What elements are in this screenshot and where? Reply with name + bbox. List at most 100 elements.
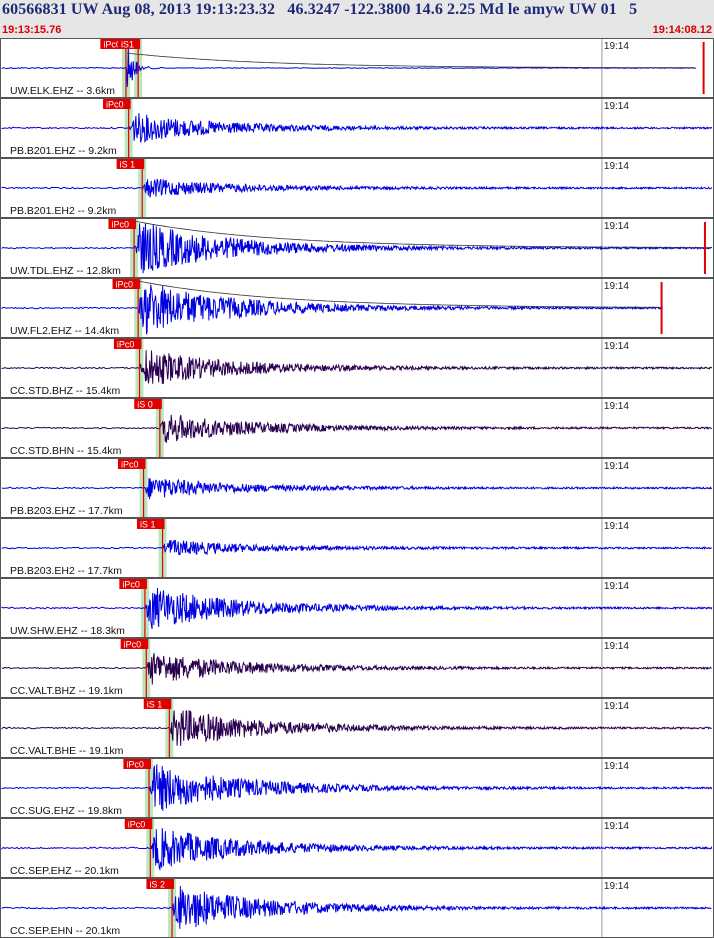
minute-tick-label: 19:14 <box>604 761 629 772</box>
waveform <box>1 653 712 685</box>
station-label: PB.B201.EHZ -- 9.2km <box>10 145 117 157</box>
event-header: 60566831 UW Aug 08, 2013 19:13:23.32 46.… <box>0 0 714 39</box>
pick-label-box <box>120 639 149 649</box>
station-label: CC.SEP.EHN -- 20.1km <box>10 925 120 937</box>
trace-panel: 19:14 iS 0 CC.STD.BHN -- 15.4km <box>0 398 714 458</box>
pick-label-box <box>108 219 137 229</box>
trace-panel: 19:14 iS 2 CC.SEP.EHN -- 20.1km <box>0 878 714 938</box>
pick-label-box <box>100 39 128 49</box>
trace-panel: 19:14 iPc0 CC.SEP.EHZ -- 20.1km <box>0 818 714 878</box>
station-label: CC.SUG.EHZ -- 19.8km <box>10 805 122 817</box>
pick-label: iS 2 <box>149 880 165 890</box>
event-title: 60566831 UW Aug 08, 2013 19:13:23.32 46.… <box>2 1 638 18</box>
waveform <box>1 350 713 385</box>
minute-tick-label: 19:14 <box>604 881 629 892</box>
trace-panel: 19:14 iPc0 PB.B201.EHZ -- 9.2km <box>0 98 714 158</box>
station-label: UW.FL2.EHZ -- 14.4km <box>10 325 119 337</box>
waveform <box>1 478 712 500</box>
waveform <box>1 709 712 746</box>
pick-label: iS 1 <box>147 700 163 710</box>
station-label: CC.SEP.EHZ -- 20.1km <box>10 865 119 877</box>
station-label: CC.STD.BHZ -- 15.4km <box>10 385 121 397</box>
station-label: PB.B203.EH2 -- 17.7km <box>10 565 122 577</box>
minute-tick-label: 19:14 <box>604 341 629 352</box>
pick-label-box <box>119 579 147 589</box>
waveform <box>1 885 712 929</box>
pick-label: iS 1 <box>120 160 136 170</box>
pick-label: iS1 <box>121 40 134 50</box>
pick-label-box <box>103 99 131 109</box>
pick-label-box <box>134 399 162 409</box>
pick-label-box <box>117 459 146 469</box>
trace-panel: 19:14 iPc0 PB.B203.EHZ -- 17.7km <box>0 458 714 518</box>
coda-decay-curve <box>138 280 661 308</box>
station-label: CC.VALT.BHZ -- 19.1km <box>10 685 123 697</box>
trace-panel: 19:14 iPc0 UW.TDL.EHZ -- 12.8km <box>0 218 714 278</box>
waveform <box>1 284 663 335</box>
minute-tick-label: 19:14 <box>604 581 629 592</box>
minute-tick-label: 19:14 <box>604 101 629 112</box>
waveform <box>1 587 713 630</box>
window-start-time: 19:13:15.76 <box>2 24 62 36</box>
pick-label-box <box>123 759 151 769</box>
trace-panel: 19:14 iS 1 PB.B201.EH2 -- 9.2km <box>0 158 714 218</box>
pick-label: iPc0 <box>121 460 139 470</box>
coda-decay-curve <box>134 220 711 248</box>
pick-label: iPc0 <box>117 340 135 350</box>
trace-panel: 19:14 iS 1 CC.VALT.BHE -- 19.1km <box>0 698 714 758</box>
trace-panel: 19:14 iPc0 CC.SUG.EHZ -- 19.8km <box>0 758 714 818</box>
trace-panel: 19:14 iPc0 UW.FL2.EHZ -- 14.4km <box>0 278 714 338</box>
minute-tick-label: 19:14 <box>604 461 629 472</box>
pick-label-box <box>146 879 175 889</box>
pick-label-box <box>113 339 142 349</box>
waveform <box>1 113 712 143</box>
waveform <box>1 223 712 274</box>
minute-tick-label: 19:14 <box>604 521 629 532</box>
pick-label-box <box>112 279 141 289</box>
minute-tick-label: 19:14 <box>604 821 629 832</box>
station-label: PB.B203.EHZ -- 17.7km <box>10 505 123 517</box>
pick-label-box <box>136 519 165 529</box>
waveform <box>1 48 696 87</box>
station-label: UW.ELK.EHZ -- 3.6km <box>10 85 115 97</box>
trace-panel: 19:14 iS 1 PB.B203.EH2 -- 17.7km <box>0 518 714 578</box>
pick-label-box <box>117 39 141 49</box>
waveform <box>1 539 712 556</box>
waveform <box>1 414 712 443</box>
minute-tick-label: 19:14 <box>604 701 629 712</box>
pick-label: iPc0 <box>124 640 142 650</box>
coda-decay-curve <box>127 52 695 69</box>
trace-panel: 19:14 iPc0 CC.STD.BHZ -- 15.4km <box>0 338 714 398</box>
pick-label: iPc0 <box>126 760 144 770</box>
waveform <box>1 178 713 198</box>
pick-label: iPc0 <box>106 100 124 110</box>
minute-tick-label: 19:14 <box>604 281 629 292</box>
minute-tick-label: 19:14 <box>604 641 629 652</box>
waveform <box>1 827 713 871</box>
station-label: CC.STD.BHN -- 15.4km <box>10 445 122 457</box>
minute-tick-label: 19:14 <box>604 161 629 172</box>
minute-tick-label: 19:14 <box>604 41 629 52</box>
pick-label-box <box>116 159 145 169</box>
pick-label: iPc0 <box>128 820 146 830</box>
pick-label-box <box>124 819 153 829</box>
pick-label: iS 1 <box>140 520 156 530</box>
station-label: UW.TDL.EHZ -- 12.8km <box>10 265 121 277</box>
window-end-time: 19:14:08.12 <box>652 24 712 36</box>
pick-label: iS 0 <box>137 400 153 410</box>
trace-panel: 19:14 iPc0 iS1 UW.ELK.EHZ -- 3.6km <box>0 38 714 98</box>
pick-label-box <box>143 699 172 709</box>
station-label: CC.VALT.BHE -- 19.1km <box>10 745 124 757</box>
minute-tick-label: 19:14 <box>604 401 629 412</box>
waveform <box>1 764 713 811</box>
trace-panel: 19:14 iPc0 CC.VALT.BHZ -- 19.1km <box>0 638 714 698</box>
station-label: UW.SHW.EHZ -- 18.3km <box>10 625 125 637</box>
pick-label: iPc0 <box>122 580 140 590</box>
station-label: PB.B201.EH2 -- 9.2km <box>10 205 116 217</box>
pick-label: iPc0 <box>103 40 121 50</box>
pick-label: iPc0 <box>116 280 134 290</box>
trace-panel: 19:14 iPc0 UW.SHW.EHZ -- 18.3km <box>0 578 714 638</box>
minute-tick-label: 19:14 <box>604 221 629 232</box>
